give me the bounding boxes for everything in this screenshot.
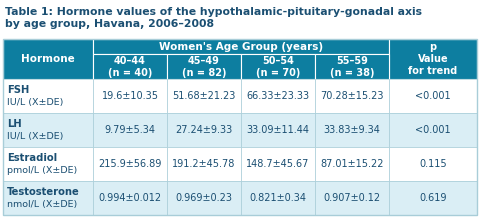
Text: IU/L (X±DE): IU/L (X±DE) [7,98,63,107]
Text: Hormone: Hormone [21,54,75,64]
Text: p
Value
for trend: p Value for trend [408,42,457,76]
Text: 0.619: 0.619 [419,193,447,203]
Text: Women's Age Group (years): Women's Age Group (years) [159,41,323,51]
Bar [315,54,389,79]
Text: 40–44
(n = 40): 40–44 (n = 40) [108,56,152,77]
Bar [389,113,477,147]
Text: IU/L (X±DE): IU/L (X±DE) [7,132,63,141]
Text: 66.33±23.33: 66.33±23.33 [246,91,310,101]
Text: <0.001: <0.001 [415,125,451,135]
Bar [167,147,241,181]
Bar [167,54,241,79]
Bar [315,181,389,215]
Text: 215.9±56.89: 215.9±56.89 [98,159,162,169]
Bar [167,79,241,113]
Bar [389,147,477,181]
Text: 19.6±10.35: 19.6±10.35 [101,91,158,101]
Text: 50–54
(n = 70): 50–54 (n = 70) [256,56,300,77]
Bar [389,181,477,215]
Text: 51.68±21.23: 51.68±21.23 [172,91,236,101]
Bar [93,39,389,54]
Bar [3,181,93,215]
Bar [3,147,93,181]
Text: 148.7±45.67: 148.7±45.67 [246,159,310,169]
Bar [3,39,477,215]
Bar [167,181,241,215]
Bar [389,79,477,113]
Text: 33.83±9.34: 33.83±9.34 [324,125,381,135]
Text: 45–49
(n = 82): 45–49 (n = 82) [182,56,226,77]
Bar [241,79,315,113]
Text: by age group, Havana, 2006–2008: by age group, Havana, 2006–2008 [5,19,214,29]
Bar [93,181,167,215]
Text: 0.907±0.12: 0.907±0.12 [324,193,381,203]
Bar [3,113,93,147]
Bar [93,79,167,113]
Bar [315,79,389,113]
Text: 27.24±9.33: 27.24±9.33 [175,125,233,135]
Bar [241,181,315,215]
Bar [241,147,315,181]
Bar [241,54,315,79]
Bar [315,147,389,181]
Text: <0.001: <0.001 [415,91,451,101]
Text: 9.79±5.34: 9.79±5.34 [105,125,156,135]
Bar [93,147,167,181]
Bar [3,39,93,79]
Bar [93,54,167,79]
Text: 87.01±15.22: 87.01±15.22 [320,159,384,169]
Text: 0.994±0.012: 0.994±0.012 [98,193,162,203]
Bar [241,113,315,147]
Bar [93,113,167,147]
Text: 33.09±11.44: 33.09±11.44 [247,125,310,135]
Text: 0.821±0.34: 0.821±0.34 [250,193,307,203]
Text: 191.2±45.78: 191.2±45.78 [172,159,236,169]
Bar [315,113,389,147]
Text: 0.969±0.23: 0.969±0.23 [176,193,232,203]
Text: 0.115: 0.115 [419,159,447,169]
Text: pmol/L (X±DE): pmol/L (X±DE) [7,166,77,175]
Text: 70.28±15.23: 70.28±15.23 [320,91,384,101]
Text: Estradiol: Estradiol [7,153,57,163]
Text: FSH: FSH [7,85,29,95]
Bar [389,39,477,79]
Bar [167,113,241,147]
Text: nmol/L (X±DE): nmol/L (X±DE) [7,200,77,209]
Bar [3,79,93,113]
Text: LH: LH [7,119,22,129]
Text: Table 1: Hormone values of the hypothalamic-pituitary-gonadal axis: Table 1: Hormone values of the hypothala… [5,7,422,17]
Text: Testosterone: Testosterone [7,187,80,197]
Text: 55–59
(n = 38): 55–59 (n = 38) [330,56,374,77]
